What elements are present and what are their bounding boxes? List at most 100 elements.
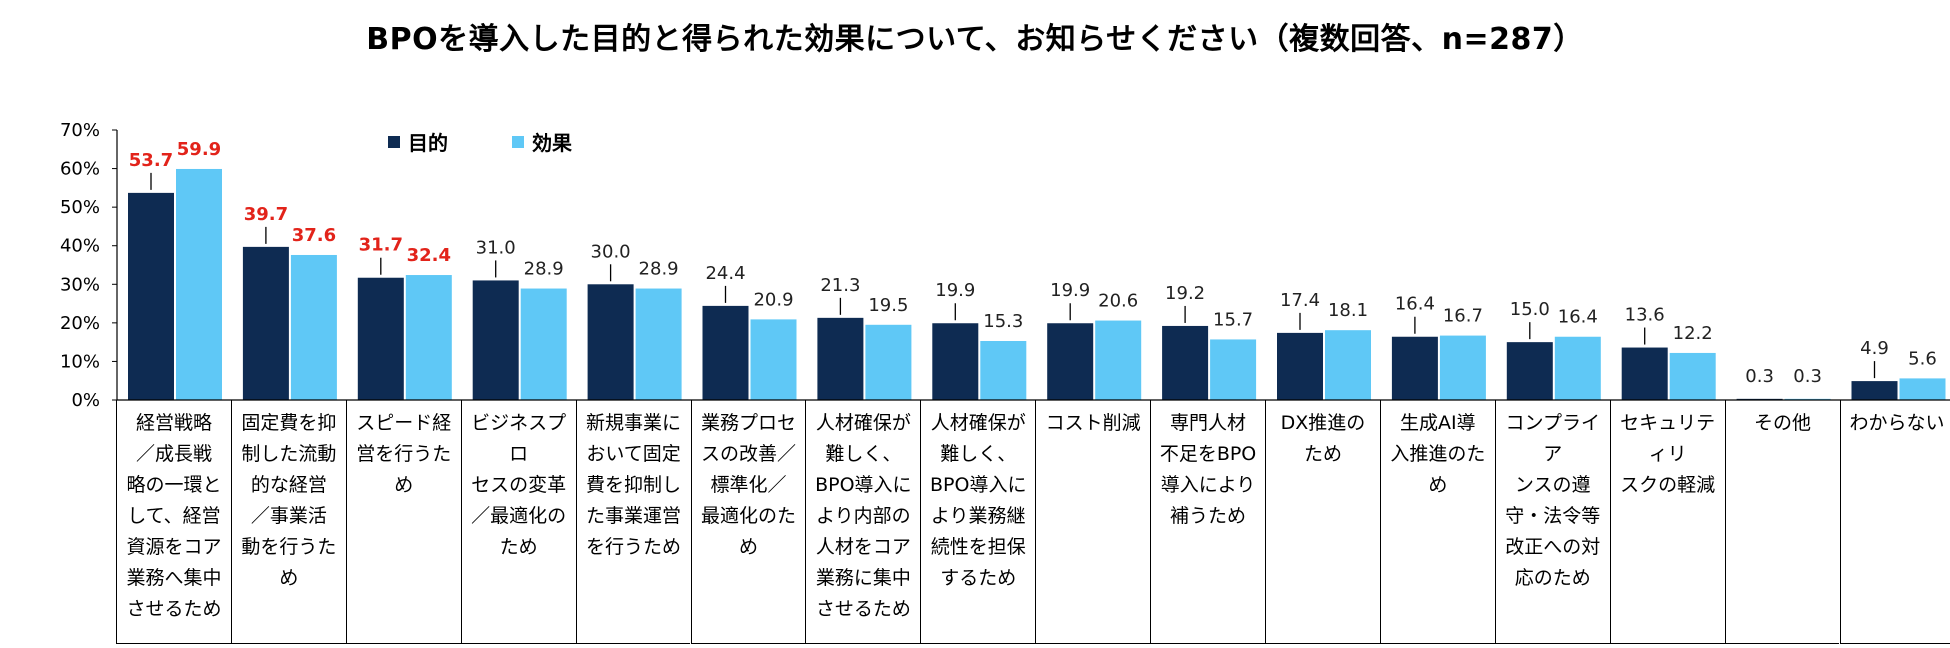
category-label-line: 補うため	[1170, 505, 1247, 527]
bar-effect	[1210, 339, 1257, 400]
bar-effect	[980, 340, 1027, 400]
y-tick-label: 50%	[60, 197, 100, 218]
category-label-line: させるため	[126, 598, 222, 620]
legend-label-2: 効果	[532, 131, 572, 155]
category-label-line: させるため	[815, 598, 911, 620]
category-label-line: 守・法令等	[1505, 505, 1601, 527]
value-label: 30.0	[591, 241, 631, 262]
category-label-line: セスの変革	[471, 474, 567, 496]
category-label-line: 業務プロセ	[700, 412, 796, 434]
category-label-line: 標準化／	[710, 474, 787, 496]
category-label-line: 最適化のた	[700, 505, 796, 527]
category-label-line: おいて固定	[586, 443, 681, 465]
value-label: 18.1	[1328, 300, 1368, 321]
value-label: 31.0	[476, 237, 516, 258]
category-label-line: 営を行うた	[356, 443, 452, 465]
category-label-line: 続性を担保	[930, 536, 1026, 558]
category-label-line: 人材確保が	[815, 412, 911, 434]
bar-effect	[1325, 330, 1371, 400]
bar-purpose	[1621, 347, 1668, 400]
y-tick-label: 30%	[60, 274, 100, 295]
bar-effect	[1095, 320, 1142, 400]
bar-purpose	[357, 277, 404, 400]
category-label-line: コンプライア	[1505, 412, 1600, 465]
value-label: 0.3	[1745, 366, 1774, 387]
y-tick-label: 60%	[60, 159, 100, 180]
value-label: 5.6	[1908, 348, 1937, 369]
y-tick-label: 0%	[71, 390, 100, 411]
value-label: 16.4	[1395, 294, 1435, 315]
category-label: 業務プロセ スの改善／ 標準化／ 最適化のため	[690, 400, 806, 644]
category-label: 人材確保が難しく、 BPO導入に より内部の人材をコア業務に集中させるため	[805, 400, 921, 644]
category-label: 固定費を抑 制した流動 的な経営 ／事業活 動を行うため	[230, 400, 346, 644]
category-label: 新規事業に おいて固定 費を抑制し た事業運営 を行うため	[575, 400, 691, 644]
category-label-line: 業務に集中	[815, 567, 911, 589]
category-label-line: 人材をコア	[815, 536, 911, 558]
bar-purpose	[1047, 323, 1094, 400]
value-label: 28.9	[639, 259, 679, 280]
bar-effect	[750, 319, 797, 400]
legend-swatch-2	[512, 136, 524, 148]
category-label-line: ため	[1303, 443, 1342, 465]
bar-effect	[290, 254, 337, 400]
value-label: 21.3	[820, 275, 860, 296]
value-label: 19.9	[935, 280, 975, 301]
bar-effect	[1669, 352, 1716, 400]
category-label: 生成AI導 入推進のため	[1379, 400, 1495, 644]
value-label: 12.2	[1673, 323, 1713, 344]
category-label: 経営戦略 ／成長戦 略の一環と して、経営 資源をコア 業務へ集中 させるため	[116, 400, 231, 644]
value-label: 28.9	[524, 259, 564, 280]
category-label-line: セキュリティリ	[1620, 412, 1716, 465]
value-label: 31.7	[359, 235, 403, 256]
bar-effect	[1439, 335, 1486, 400]
value-label: 17.4	[1280, 290, 1320, 311]
bar-purpose	[472, 280, 519, 400]
category-label-line: 難しく、	[825, 443, 902, 465]
value-label: 24.4	[705, 263, 745, 284]
category-label-line: 費を抑制し	[586, 474, 682, 496]
bar-effect	[1899, 378, 1946, 400]
category-label: セキュリティリ スクの軽減	[1609, 400, 1725, 644]
category-label-line: BPO導入に	[930, 474, 1027, 496]
bar-effect	[176, 168, 222, 400]
category-label-line: するため	[940, 567, 1017, 589]
category-label-line: 改正への対	[1505, 536, 1601, 558]
category-label-line: ／成長戦	[135, 443, 212, 465]
category-label-line: 生成AI導	[1400, 412, 1476, 434]
category-label-line: より業務継	[930, 505, 1026, 527]
value-label: 16.4	[1558, 307, 1598, 328]
category-label-line: ンスの遵	[1514, 474, 1591, 496]
y-tick-label: 70%	[60, 120, 100, 141]
value-label: 32.4	[407, 245, 451, 266]
category-label-line: より内部の	[816, 505, 911, 527]
bar-purpose	[702, 305, 749, 400]
category-label-line: 制した流動	[241, 443, 337, 465]
category-label-line: 的な経営	[250, 474, 327, 496]
bar-purpose	[128, 192, 174, 400]
legend-swatch-1	[388, 136, 400, 148]
category-label-line: 専門人材	[1170, 412, 1247, 434]
category-label-line: 人材確保が	[930, 412, 1026, 434]
value-label: 15.3	[983, 311, 1023, 332]
bar-effect	[865, 324, 912, 400]
bar-purpose	[587, 284, 634, 400]
category-label: DX推進のため	[1265, 400, 1380, 644]
category-label-line: 資源をコア	[126, 536, 222, 558]
category-label-line: 略の一環と	[126, 474, 222, 496]
category-label-line: ため	[499, 536, 538, 558]
bar-effect	[1554, 336, 1601, 400]
category-label-line: その他	[1754, 412, 1812, 434]
value-label: 19.2	[1165, 283, 1205, 304]
chart-title: BPOを導入した目的と得られた効果について、お知らせください（複数回答、n=28…	[366, 22, 1584, 57]
category-label-line: 動を行うた	[241, 536, 337, 558]
value-label: 19.5	[868, 295, 908, 316]
value-label: 59.9	[177, 139, 221, 160]
category-label-line: DX推進の	[1280, 412, 1366, 434]
value-label: 0.3	[1793, 366, 1822, 387]
category-label-line: を行うため	[586, 536, 682, 558]
value-label: 15.0	[1510, 299, 1550, 320]
bar-purpose	[1162, 325, 1209, 400]
category-label-line: BPO導入に	[815, 474, 912, 496]
bar-purpose	[242, 246, 289, 400]
